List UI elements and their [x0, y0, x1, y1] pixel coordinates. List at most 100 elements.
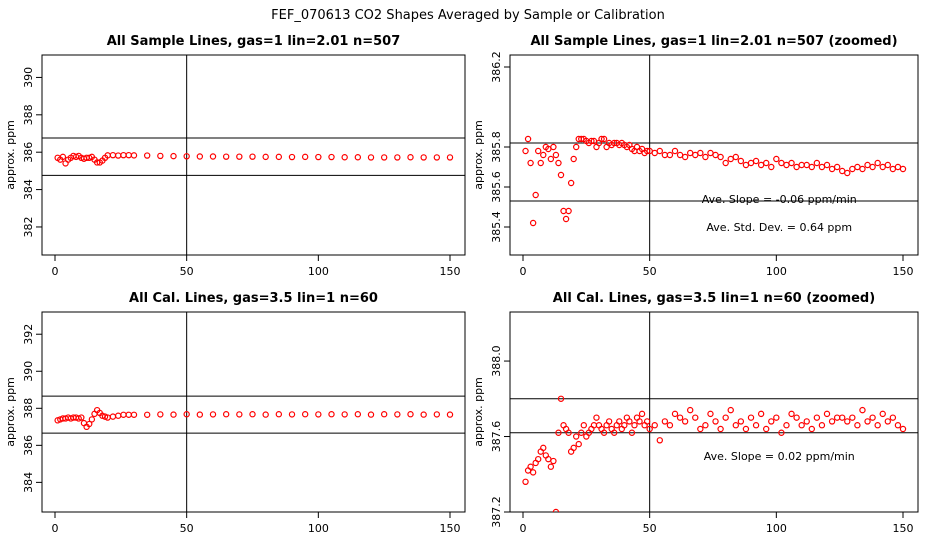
data-point [894, 163, 902, 171]
y-tick-label: 382 [22, 216, 35, 237]
data-point [593, 414, 600, 421]
data-point [59, 153, 67, 161]
data-point [747, 414, 755, 421]
data-point [687, 149, 694, 157]
data-point [717, 425, 724, 433]
data-point [763, 425, 770, 433]
data-point [697, 425, 704, 433]
data-point [109, 413, 117, 420]
data-point [550, 143, 557, 151]
x-tick-label: 50 [180, 522, 194, 535]
data-point [380, 154, 388, 161]
x-tick-label: 50 [643, 522, 657, 535]
data-point [899, 425, 907, 433]
data-point [727, 155, 734, 163]
data-point [540, 444, 547, 452]
data-point [778, 429, 785, 436]
data-point [354, 154, 362, 161]
data-point [433, 411, 441, 418]
data-point [575, 440, 582, 448]
data-point [808, 163, 816, 171]
x-tick-label: 0 [52, 522, 59, 535]
data-point [143, 411, 151, 418]
data-point [433, 154, 441, 161]
plot-frame [509, 54, 919, 256]
data-point [747, 159, 755, 167]
data-point [341, 154, 348, 161]
data-point [631, 422, 638, 429]
data-point [573, 143, 580, 151]
data-point [565, 207, 572, 215]
data-point [420, 154, 427, 161]
data-point [170, 152, 177, 160]
data-point [535, 455, 542, 463]
data-point [687, 406, 694, 414]
data-point [869, 163, 876, 171]
data-point [262, 153, 269, 161]
data-point [522, 147, 529, 155]
data-point [114, 152, 122, 159]
data-point [275, 411, 283, 418]
data-point [844, 418, 851, 425]
data-point [522, 478, 529, 486]
plot-frame [41, 311, 466, 513]
x-tick-label: 100 [766, 265, 787, 278]
data-point [621, 422, 628, 429]
data-point [752, 422, 760, 429]
data-point [275, 153, 283, 161]
data-point [793, 163, 800, 171]
data-point [562, 215, 570, 223]
data-point [130, 152, 138, 159]
data-point [446, 411, 454, 418]
data-point [864, 161, 871, 169]
data-point [209, 411, 217, 418]
data-point [407, 154, 414, 161]
data-point [757, 410, 765, 418]
data-point [666, 422, 674, 429]
y-tick-label: 385.4 [490, 211, 503, 243]
data-point [818, 163, 826, 171]
panels-group: All Sample Lines, gas=1 lin=2.01 n=507 ap… [4, 34, 919, 535]
y-tick-label: 385.8 [490, 131, 503, 163]
panel-title: All Sample Lines, gas=1 lin=2.01 n=507 [107, 34, 401, 49]
data-point [859, 165, 866, 173]
data-points [522, 135, 907, 227]
data-point [839, 414, 846, 421]
data-point [288, 153, 296, 161]
data-point [341, 411, 348, 418]
figure-title: FEF_070613 CO2 Shapes Averaged by Sample… [271, 8, 665, 23]
data-point [681, 418, 689, 425]
y-tick-label: 387.6 [490, 421, 503, 453]
data-point [626, 418, 633, 425]
y-axis-label: approx. ppm [472, 120, 485, 190]
data-point [236, 153, 243, 160]
data-point [839, 167, 846, 175]
data-point [565, 429, 572, 436]
y-axis-label: approx. ppm [472, 377, 485, 447]
data-point [742, 161, 750, 169]
chart-panel-2: All Sample Lines, gas=1 lin=2.01 n=507 (… [472, 34, 919, 278]
data-point [656, 147, 664, 155]
data-point [93, 159, 101, 166]
data-point [808, 425, 816, 433]
data-point [854, 422, 861, 429]
annotation-text: Ave. Slope = 0.02 ppm/min [704, 450, 855, 463]
data-point [666, 151, 674, 159]
data-point [527, 159, 534, 167]
data-point [874, 422, 881, 429]
data-point [354, 411, 362, 418]
data-point [737, 157, 745, 165]
data-point [570, 155, 577, 163]
x-tick-label: 0 [52, 265, 59, 278]
data-point [222, 411, 230, 418]
y-tick-label: 386 [22, 435, 35, 456]
y-tick-label: 388 [22, 398, 35, 419]
data-point [557, 395, 565, 402]
data-point [78, 414, 85, 421]
data-point [616, 418, 623, 425]
y-axis-label: approx. ppm [4, 377, 17, 447]
panel-title: All Cal. Lines, gas=3.5 lin=1 n=60 [129, 291, 378, 306]
data-point [854, 163, 861, 171]
x-tick-label: 100 [766, 522, 787, 535]
